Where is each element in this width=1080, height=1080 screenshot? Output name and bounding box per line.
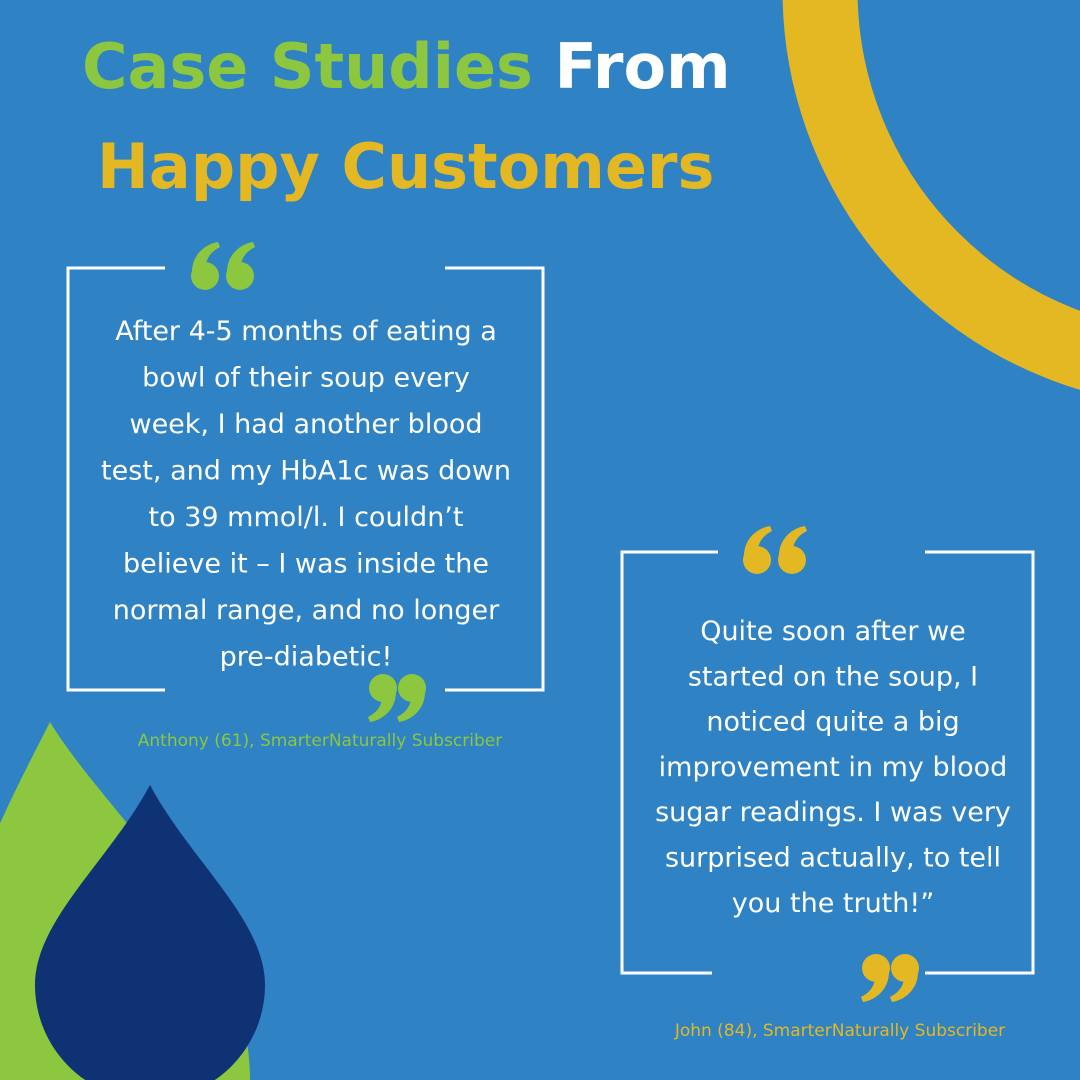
attribution: John (84), SmarterNaturally Subscriber: [674, 1021, 1005, 1041]
quote-line: test, and my HbA1c was down: [101, 456, 511, 487]
quote-line: surprised actually, to tell: [665, 843, 1001, 874]
frame-left: [620, 550, 718, 975]
quote-line: Quite soon after we: [700, 616, 966, 647]
title-line-1: Case Studies From: [82, 30, 731, 103]
blue-drop: [35, 785, 265, 1080]
close-quote-2: [861, 954, 919, 1002]
frame-2: [620, 550, 1035, 975]
open-quote-1: [191, 242, 255, 290]
quote-line: started on the soup, I: [688, 661, 978, 692]
title-green: Case Studies: [82, 30, 533, 103]
quote-line: pre-diabetic!: [220, 642, 393, 673]
frame-right: [445, 266, 545, 692]
quote-line: believe it – I was inside the: [123, 549, 489, 580]
title-line-2: Happy Customers: [97, 130, 714, 203]
open-quote-2: [743, 526, 807, 574]
quote-line: to 39 mmol/l. I couldn’t: [149, 502, 464, 533]
frame-left: [66, 266, 165, 692]
quote-line: sugar readings. I was very: [655, 797, 1011, 828]
title-white: From: [555, 30, 731, 103]
frame-right: [925, 550, 1035, 975]
quote-line: improvement in my blood: [659, 752, 1008, 783]
quote-line: After 4-5 months of eating a: [115, 316, 497, 347]
quote-line: you the truth!”: [732, 888, 934, 919]
frame-1: [66, 266, 545, 692]
quote-line: noticed quite a big: [706, 707, 959, 738]
quote-line: week, I had another blood: [129, 409, 482, 440]
quote-line: bowl of their soup every: [142, 363, 470, 394]
close-quote-1: [368, 674, 426, 722]
attribution: Anthony (61), SmarterNaturally Subscribe…: [138, 731, 502, 751]
quote-line: normal range, and no longer: [113, 595, 500, 626]
